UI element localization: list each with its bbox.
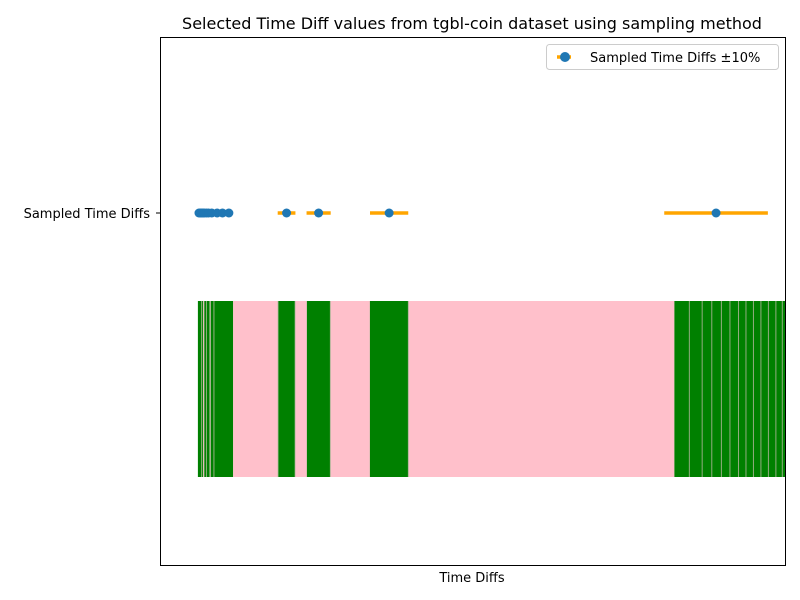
- legend-box: [546, 44, 779, 70]
- band-light-lines: [201, 301, 783, 477]
- y-tick-label: Sampled Time Diffs: [24, 207, 151, 222]
- data-point-0-10: [217, 208, 227, 218]
- band-segment-8: [295, 301, 307, 477]
- data-point-0-14: [384, 208, 394, 218]
- band-segment-10: [330, 301, 370, 477]
- band-segment-2: [204, 301, 210, 477]
- band-segment-12: [408, 301, 675, 477]
- band-segment-1: [203, 301, 205, 477]
- band-segment-6: [233, 301, 279, 477]
- legend: Sampled Time Diffs ±10%: [546, 44, 779, 70]
- chart-title: Selected Time Diff values from tgbl-coin…: [182, 14, 762, 33]
- data-point-0-13: [314, 208, 324, 218]
- legend-marker-swatch: [560, 52, 570, 62]
- band-segment-7: [278, 301, 296, 477]
- data-points: [194, 208, 721, 218]
- band-layer: [197, 301, 786, 477]
- data-point-0-11: [224, 208, 234, 218]
- band-segment-9: [306, 301, 331, 477]
- data-point-0-15: [711, 208, 721, 218]
- data-point-0-12: [282, 208, 292, 218]
- plot-area-frame: [160, 37, 786, 566]
- band-segment-4: [210, 301, 215, 477]
- x-axis-label: Time Diffs: [438, 571, 505, 586]
- band-segment-5: [214, 301, 234, 477]
- band-segment-0: [197, 301, 204, 477]
- legend-label: Sampled Time Diffs ±10%: [590, 51, 760, 66]
- band-segment-11: [369, 301, 409, 477]
